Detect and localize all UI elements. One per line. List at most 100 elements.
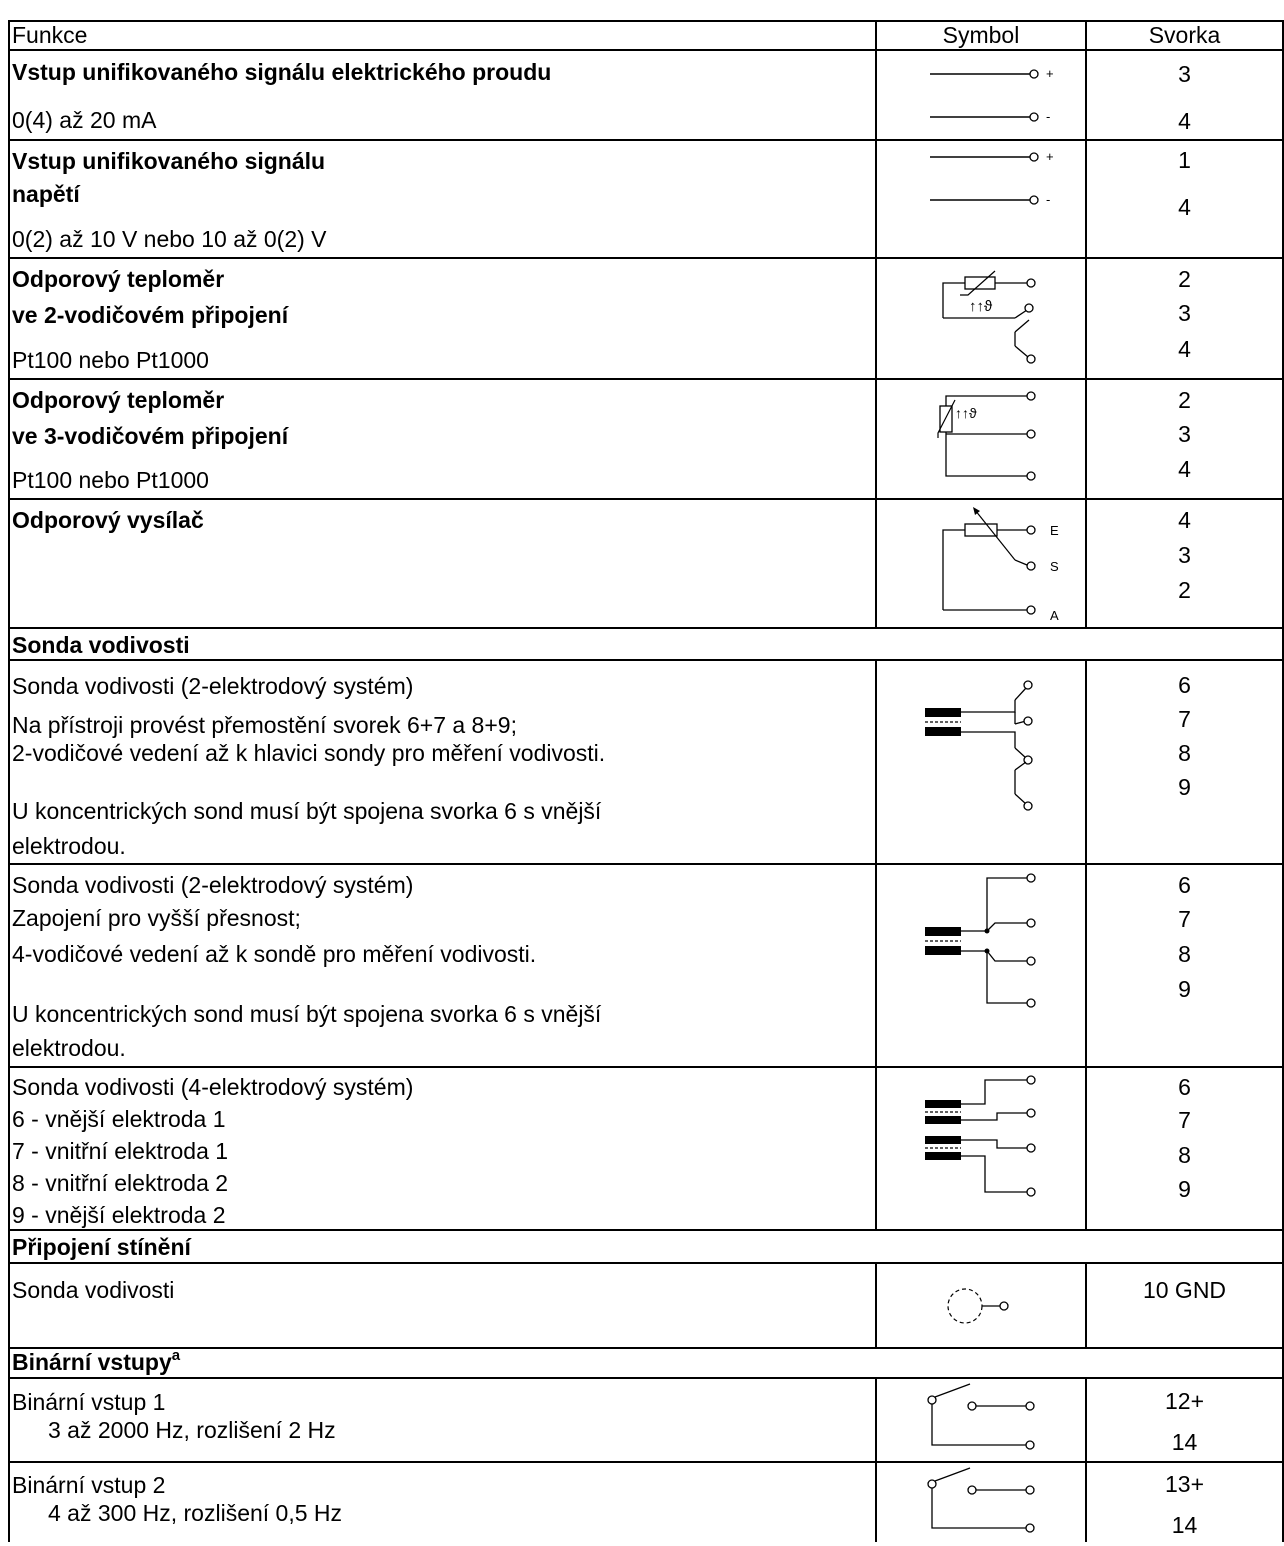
binary1-symbol	[920, 1382, 1060, 1462]
svg-text:↑↑ϑ: ↑↑ϑ	[969, 298, 993, 315]
resistance-transmitter-symbol: E S A	[935, 505, 1075, 625]
resistance-transmitter-terminal: 4	[1178, 507, 1191, 533]
sign-plus: +	[1046, 66, 1054, 81]
shield-label: Sonda vodivosti	[12, 1277, 175, 1303]
row-divider	[8, 627, 1284, 629]
binary2-symbol	[920, 1466, 1060, 1546]
row-divider	[8, 659, 1284, 661]
row-divider	[8, 863, 1284, 865]
row-divider	[8, 1347, 1284, 1349]
row-divider	[8, 20, 1284, 22]
binary1-terminal: 14	[1171, 1429, 1198, 1455]
binary1-title: Binární vstup 1	[12, 1389, 166, 1415]
pin-label-e: E	[1050, 523, 1059, 538]
cond-2el-b-title: Sonda vodivosti (2-elektrodový systém)	[12, 872, 414, 898]
binary2-terminal: 13+	[1164, 1471, 1204, 1497]
table-border-right	[1282, 20, 1284, 1542]
current-input-symbol: + -	[925, 62, 1065, 132]
rtd-2wire-type: Pt100 nebo Pt1000	[12, 347, 209, 373]
header-terminal: Svorka	[1148, 22, 1221, 48]
binary1-detail: 3 až 2000 Hz, rozlišení 2 Hz	[48, 1417, 336, 1443]
cond-4el-terminal: 9	[1178, 1176, 1191, 1202]
sign-minus: -	[1046, 192, 1050, 207]
rtd-2wire-terminal: 2	[1178, 266, 1191, 292]
cond-4el-terminal: 6	[1178, 1074, 1191, 1100]
row-divider	[8, 1229, 1284, 1231]
cond-2el-b-terminal: 6	[1178, 872, 1191, 898]
current-input-terminal: 3	[1178, 61, 1191, 87]
row-divider	[8, 1066, 1284, 1068]
voltage-input-title: Vstup unifikovaného signálu	[12, 148, 326, 174]
row-divider	[8, 49, 1284, 51]
cond-2el-b-terminal: 8	[1178, 941, 1191, 967]
row-divider	[8, 1262, 1284, 1264]
cond-2el-a-text: Na přístroji provést přemostění svorek 6…	[12, 712, 517, 738]
cond-2el-b-terminal: 9	[1178, 976, 1191, 1002]
binary2-title: Binární vstup 2	[12, 1472, 166, 1498]
row-divider	[8, 139, 1284, 141]
cond-2el-b-text: U koncentrických sond musí být spojena s…	[12, 1001, 602, 1027]
column-divider	[875, 20, 877, 629]
row-divider	[8, 1377, 1284, 1379]
row-divider	[8, 378, 1284, 380]
pin-label-a: A	[1050, 608, 1059, 623]
row-divider	[8, 257, 1284, 259]
resistance-transmitter-terminal: 3	[1178, 542, 1191, 568]
voltage-input-terminal: 1	[1178, 147, 1191, 173]
binary-section-label: Binární vstupy	[12, 1349, 172, 1375]
rtd-3wire-title: ve 3-vodičovém připojení	[12, 423, 289, 449]
column-divider	[1085, 659, 1087, 1231]
cond-2el-b-terminal: 7	[1178, 906, 1191, 932]
rtd-3wire-terminal: 4	[1178, 456, 1191, 482]
row-divider	[8, 498, 1284, 500]
shield-terminal: 10 GND	[1142, 1277, 1227, 1303]
column-divider	[875, 1377, 877, 1542]
column-divider	[875, 1262, 877, 1349]
binary2-detail: 4 až 300 Hz, rozlišení 0,5 Hz	[48, 1500, 343, 1526]
cond-4el-title: Sonda vodivosti (4-elektrodový systém)	[12, 1074, 414, 1100]
binary-section-title: Binární vstupya	[12, 1347, 181, 1375]
binary2-terminal: 14	[1171, 1512, 1198, 1538]
svg-text:↑↑ϑ: ↑↑ϑ	[955, 405, 977, 421]
cond-4el-item: 9 - vnější elektroda 2	[12, 1202, 226, 1228]
cond-2el-a-terminal: 6	[1178, 672, 1191, 698]
sign-minus: -	[1046, 109, 1050, 124]
header-symbol: Symbol	[942, 22, 1020, 48]
sign-plus: +	[1046, 149, 1054, 164]
rtd-3wire-terminal: 3	[1178, 421, 1191, 447]
cond-4el-terminal: 8	[1178, 1142, 1191, 1168]
column-divider	[875, 659, 877, 1231]
cond-2el-a-title: Sonda vodivosti (2-elektrodový systém)	[12, 673, 414, 699]
table-border-left	[8, 20, 10, 1542]
column-divider	[1085, 1262, 1087, 1349]
conductivity-section-title: Sonda vodivosti	[12, 632, 190, 658]
cond-2el-b-text: Zapojení pro vyšší přesnost;	[12, 905, 301, 931]
rtd-3wire-symbol: ↑↑ϑ	[935, 388, 1055, 488]
cond-2el-b-text: elektrodou.	[12, 1035, 126, 1061]
cond-4el-item: 7 - vnitřní elektroda 1	[12, 1138, 229, 1164]
cond-4el-symbol	[920, 1070, 1060, 1220]
voltage-input-range: 0(2) až 10 V nebo 10 až 0(2) V	[12, 226, 327, 252]
binary1-terminal: 12+	[1164, 1388, 1204, 1414]
rtd-3wire-title: Odporový teploměr	[12, 387, 225, 413]
rtd-3wire-terminal: 2	[1178, 387, 1191, 413]
cond-2el-a-text: U koncentrických sond musí být spojena s…	[12, 798, 602, 824]
cond-2el-b-text: 4-vodičové vedení až k sondě pro měření …	[12, 941, 537, 967]
resistance-transmitter-terminal: 2	[1178, 577, 1191, 603]
cond-2el-a-terminal: 8	[1178, 740, 1191, 766]
cond-2el-a-terminal: 9	[1178, 774, 1191, 800]
pin-label-s: S	[1050, 559, 1059, 574]
header-function: Funkce	[12, 22, 88, 48]
rtd-2wire-symbol: ↑↑ϑ	[935, 268, 1055, 368]
rtd-2wire-terminal: 4	[1178, 336, 1191, 362]
voltage-input-title: napětí	[12, 181, 80, 207]
cond-2el-a-symbol	[920, 668, 1060, 818]
column-divider	[1085, 1377, 1087, 1542]
footnote-mark: a	[171, 1347, 181, 1365]
column-divider	[1085, 20, 1087, 629]
voltage-input-terminal: 4	[1178, 194, 1191, 220]
rtd-2wire-title: ve 2-vodičovém připojení	[12, 302, 289, 328]
cond-2el-a-text: elektrodou.	[12, 833, 126, 859]
row-divider	[8, 1461, 1284, 1463]
